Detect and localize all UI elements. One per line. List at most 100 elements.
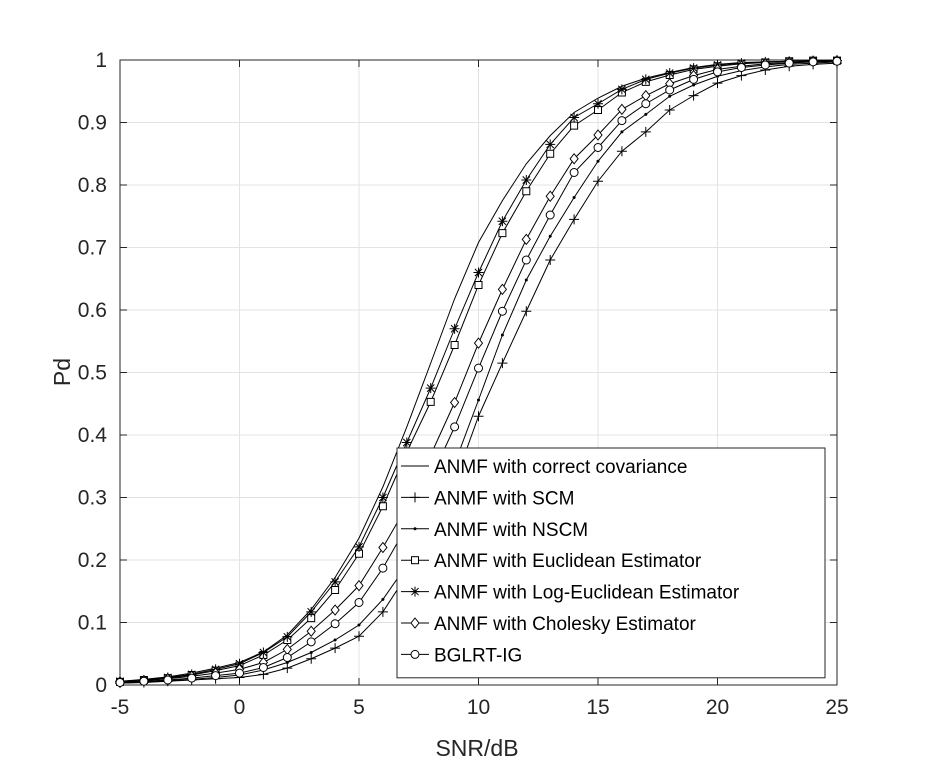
y-tick-label: 0 [95, 674, 107, 697]
legend-label: ANMF with SCM [434, 488, 574, 509]
data-point [521, 306, 532, 317]
data-point [596, 159, 600, 163]
data-point [808, 57, 818, 67]
legend-entry: ANMF with Cholesky Estimator [401, 614, 697, 635]
x-tick-label: 5 [353, 696, 365, 719]
x-tick-label: -5 [111, 696, 130, 719]
data-point [521, 233, 531, 246]
data-point [306, 625, 316, 638]
x-tick-label: 0 [234, 696, 246, 719]
data-point [115, 678, 125, 687]
data-point [569, 152, 579, 165]
data-point [235, 668, 244, 678]
data-point [640, 74, 651, 85]
data-point [668, 94, 672, 98]
data-point [497, 358, 508, 369]
series-7 [115, 56, 842, 687]
data-point [617, 103, 627, 116]
data-point [521, 175, 532, 185]
data-point [474, 363, 483, 373]
x-tick-label: 20 [706, 696, 729, 719]
legend-label: BGLRT-IG [434, 645, 522, 666]
data-point [572, 196, 576, 199]
legend-label: ANMF with Log-Euclidean Estimator [434, 583, 740, 604]
data-point [163, 675, 173, 685]
data-point [545, 190, 555, 203]
data-point [522, 187, 531, 196]
data-point [473, 411, 484, 422]
data-point [357, 623, 361, 627]
data-point [306, 606, 317, 617]
data-point [524, 278, 528, 282]
data-point [477, 398, 480, 402]
data-point [688, 90, 699, 101]
x-tick-label: 15 [586, 696, 609, 719]
legend-label: ANMF with NSCM [434, 520, 588, 541]
data-point [832, 56, 842, 66]
y-tick-label: 0.3 [78, 487, 107, 510]
data-point [309, 651, 313, 654]
data-point [521, 255, 531, 265]
data-point [282, 631, 293, 642]
data-point [784, 58, 794, 68]
data-point [381, 597, 385, 601]
legend-entry: ANMF with SCM [401, 488, 574, 509]
data-point [497, 283, 508, 296]
data-point [282, 653, 292, 662]
data-point [640, 126, 651, 137]
data-point [500, 333, 504, 337]
data-point [664, 105, 675, 115]
data-point [450, 341, 459, 349]
data-point [473, 267, 484, 278]
y-tick-label: 0.7 [78, 237, 107, 260]
data-point [620, 130, 624, 134]
legend-label: ANMF with Cholesky Estimator [434, 614, 697, 635]
legend-marker [410, 617, 420, 629]
data-point [760, 60, 770, 70]
data-point [713, 67, 722, 77]
data-point [377, 606, 388, 617]
data-point [330, 576, 341, 587]
data-point [569, 168, 579, 177]
y-tick-label: 0.4 [78, 424, 108, 447]
data-point [331, 586, 340, 594]
data-point [139, 676, 149, 686]
data-point [689, 74, 699, 84]
data-point [330, 643, 341, 654]
legend-entry: ANMF with Log-Euclidean Estimator [401, 583, 740, 604]
legend-marker [411, 556, 419, 565]
data-point [545, 139, 556, 150]
data-point [449, 396, 460, 409]
data-point [378, 502, 387, 511]
data-point [354, 631, 364, 642]
legend-label: ANMF with Euclidean Estimator [434, 551, 702, 572]
legend-box [396, 447, 826, 679]
data-point [450, 422, 460, 432]
data-point [377, 492, 388, 503]
data-point [692, 83, 696, 87]
data-point [569, 112, 580, 123]
legend-marker [410, 649, 420, 659]
legend: ANMF with correct covariance ANMF with SC… [396, 447, 826, 679]
data-point [354, 579, 364, 592]
data-point [569, 214, 580, 225]
data-point [548, 234, 552, 238]
data-point [497, 306, 507, 316]
data-point [378, 563, 388, 573]
data-point [498, 229, 507, 238]
data-point [187, 673, 197, 683]
data-point [401, 437, 412, 448]
data-point [474, 281, 483, 289]
data-point [330, 604, 340, 616]
data-point [306, 637, 316, 647]
data-point [736, 70, 747, 81]
data-point [426, 397, 435, 406]
data-point [545, 255, 556, 265]
y-axis-label: Pd [49, 358, 75, 386]
data-point [736, 63, 746, 72]
data-point [570, 121, 579, 130]
legend-marker [413, 527, 417, 531]
legend-marker [410, 492, 420, 503]
legend-marker [410, 586, 420, 597]
